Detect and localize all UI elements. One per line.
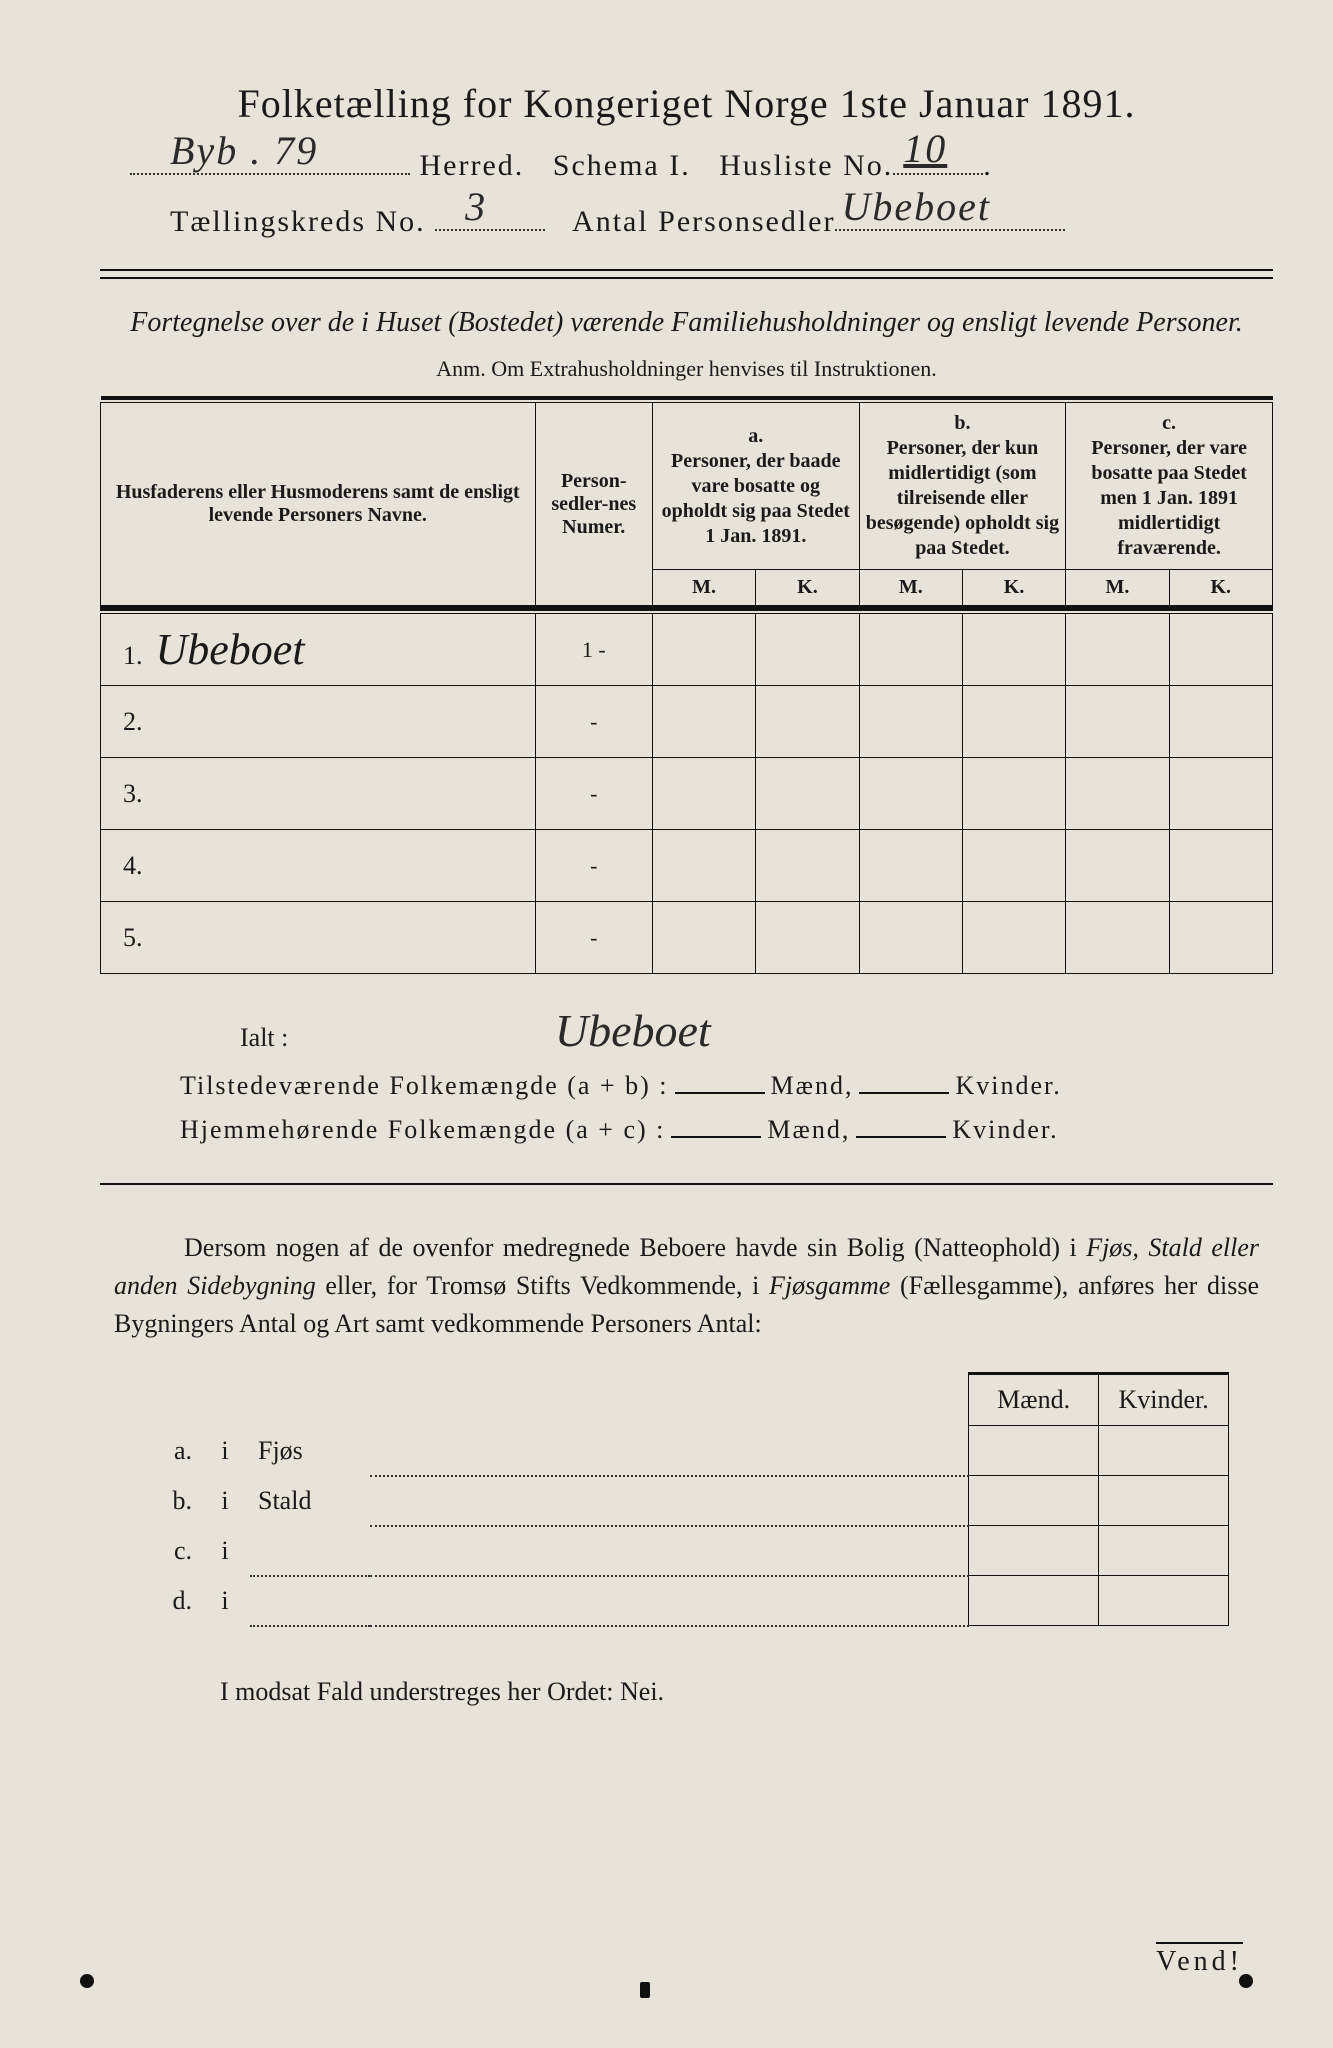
ialt-handwriting: Ubeboet	[555, 1005, 711, 1056]
row-num: 4.	[101, 830, 536, 902]
herred-handwriting: Byb . 79	[170, 127, 318, 174]
main-table: Husfaderens eller Husmoderens samt de en…	[100, 396, 1273, 974]
row-num: 1.	[123, 641, 143, 670]
header-line-3: Tællingskreds No. 3 Antal Personsedler U…	[170, 201, 1273, 239]
husliste-no-handwriting: 10	[903, 125, 947, 172]
punch-mark-icon	[640, 1982, 650, 1998]
subtitle-2: Anm. Om Extrahusholdninger henvises til …	[100, 356, 1273, 382]
kreds-no-handwriting: 3	[465, 183, 487, 230]
col-c-m: M.	[1066, 570, 1169, 609]
bottom-row: c. i	[150, 1526, 1229, 1576]
col-a-m: M.	[652, 570, 755, 609]
row-dash: -	[535, 758, 652, 830]
kreds-label: Tællingskreds No.	[170, 205, 426, 238]
husliste-label: Husliste No.	[719, 149, 893, 182]
punch-mark-icon	[80, 1974, 94, 1988]
row-1-handwriting: Ubeboet	[156, 625, 305, 674]
table-row: 3. -	[101, 758, 1273, 830]
col-c-k: K.	[1169, 570, 1272, 609]
col-mend: Mænd.	[969, 1374, 1099, 1426]
col-c: c. Personer, der vare bosatte paa Stedet…	[1066, 403, 1273, 570]
row-dash: 1 -	[535, 614, 652, 686]
divider-band	[100, 269, 1273, 279]
row-num: 3.	[101, 758, 536, 830]
row-dash: -	[535, 686, 652, 758]
col-personsedler: Person-sedler-nes Numer.	[535, 403, 652, 609]
bottom-table: Mænd. Kvinder. a. i Fjøs b. i Stald c. i…	[150, 1372, 1229, 1627]
col-a: a. Personer, der baade vare bosatte og o…	[652, 403, 859, 570]
col-b-k: K.	[962, 570, 1065, 609]
nei-line: I modsat Fald understreges her Ordet: Ne…	[220, 1677, 1273, 1707]
table-row: 1. Ubeboet 1 -	[101, 614, 1273, 686]
table-row: 5. -	[101, 902, 1273, 974]
paragraph: Dersom nogen af de ovenfor medregnede Be…	[100, 1229, 1273, 1342]
subtitle-1: Fortegnelse over de i Huset (Bostedet) v…	[100, 303, 1273, 342]
divider	[100, 1183, 1273, 1185]
row-num: 2.	[101, 686, 536, 758]
col-names: Husfaderens eller Husmoderens samt de en…	[101, 403, 536, 609]
bottom-row: b. i Stald	[150, 1476, 1229, 1526]
col-b-m: M.	[859, 570, 962, 609]
col-a-k: K.	[756, 570, 859, 609]
row-num: 5.	[101, 902, 536, 974]
col-b: b. Personer, der kun midlertidigt (som t…	[859, 403, 1066, 570]
antal-label: Antal Personsedler	[572, 205, 835, 238]
bottom-row: a. i Fjøs	[150, 1426, 1229, 1476]
bottom-row: d. i	[150, 1576, 1229, 1626]
table-row: 4. -	[101, 830, 1273, 902]
vend-label: Vend!	[1156, 1942, 1243, 1978]
totals-row-2: Hjemmehørende Folkemængde (a + c) :Mænd,…	[180, 1115, 1273, 1145]
row-dash: -	[535, 902, 652, 974]
antal-handwriting: Ubeboet	[841, 183, 991, 230]
row-dash: -	[535, 830, 652, 902]
schema-label: Schema I.	[553, 149, 691, 182]
table-row: 2. -	[101, 686, 1273, 758]
punch-mark-icon	[1239, 1974, 1253, 1988]
ialt-label: Ialt : Ubeboet	[240, 1004, 1273, 1057]
herred-label: Herred.	[420, 149, 525, 182]
col-kvinder: Kvinder.	[1099, 1374, 1229, 1426]
totals-row-1: Tilstedeværende Folkemængde (a + b) :Mæn…	[180, 1071, 1273, 1101]
header-line-2: Byb . 79 Herred. Schema I. Husliste No. …	[130, 145, 1273, 183]
page-title: Folketælling for Kongeriget Norge 1ste J…	[100, 80, 1273, 127]
